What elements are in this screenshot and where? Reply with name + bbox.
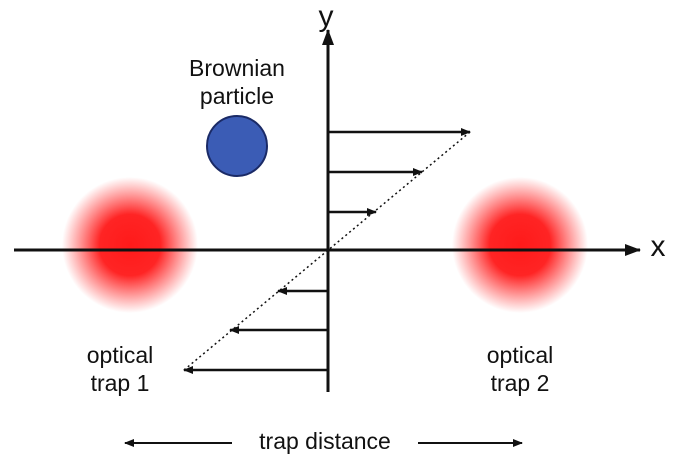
flow-arrows: [183, 128, 471, 374]
trap-label: trap 2: [491, 370, 550, 396]
particle-label: particle: [200, 83, 274, 109]
x-axis-label: x: [651, 230, 666, 263]
particle-label: Brownian: [189, 55, 285, 81]
y-axis-label: y: [319, 0, 334, 33]
trap-label: optical: [487, 342, 553, 368]
trap-label: optical: [87, 342, 153, 368]
optical-trap-2: [452, 177, 588, 313]
brownian-particle: [206, 115, 268, 177]
trap-label: trap 1: [91, 370, 150, 396]
optical-trap-1: [62, 177, 198, 313]
trap-distance-label: trap distance: [259, 428, 391, 454]
